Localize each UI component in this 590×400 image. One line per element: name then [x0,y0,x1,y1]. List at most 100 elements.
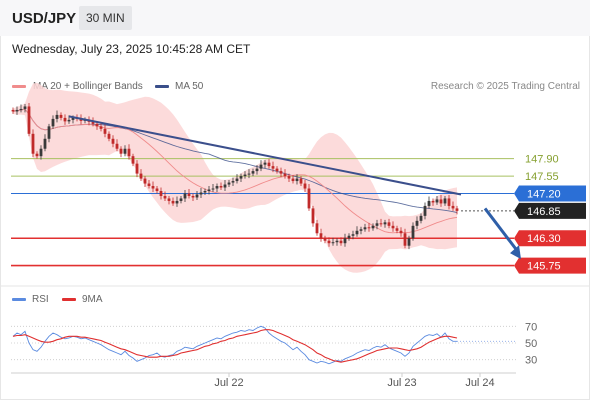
rsi-ma-line [12,329,458,363]
candle [107,133,111,139]
level-label-146.30: 146.30 [527,233,561,245]
candle [67,119,71,122]
candle [415,220,419,226]
candle [399,230,403,234]
candle [163,195,167,199]
rsi-legend-label: RSI [32,294,49,305]
candle [159,191,163,196]
candle [95,123,99,127]
candles [11,102,459,250]
candle [359,229,363,231]
candle [335,240,339,243]
candle [351,234,355,236]
candle [187,193,191,196]
candle [203,191,207,193]
candle [275,168,279,172]
candle [151,186,155,189]
candle [47,126,51,139]
level-label-147.20: 147.20 [527,188,561,200]
candle [99,126,103,129]
candle [439,199,443,204]
candle [131,156,135,164]
level-tag-bg [514,185,586,202]
candle [143,178,147,184]
forecast-arrow-head [510,245,521,260]
candle [379,223,383,225]
candle [435,199,439,203]
candle [387,222,391,226]
candle [119,148,123,154]
candle [451,205,455,209]
candle [211,188,215,190]
candle [123,148,127,154]
candle [51,118,55,127]
candle [227,182,231,185]
candle [311,208,315,224]
candle [367,227,371,229]
x-tick-label-Jul 23: Jul 23 [387,377,416,389]
candle [11,109,15,112]
candle [259,164,263,169]
candle [63,117,67,122]
level-tag-146.30: 146.30 [514,230,586,247]
candle [79,118,83,121]
level-tag-bg [514,202,586,219]
candle [239,176,243,179]
candle [55,114,59,119]
level-label-147.55: 147.55 [525,171,559,183]
level-label-147.90: 147.90 [525,154,559,166]
timeframe-button[interactable]: 30 MIN [79,6,132,30]
rsi-tick-label-70: 70 [525,321,537,333]
candle [155,188,159,191]
candle [171,200,175,204]
candle [395,228,399,231]
rsi-legend-swatch [12,298,26,301]
level-tag-145.75: 145.75 [514,257,586,274]
candle [283,173,287,177]
candle [243,174,247,177]
candle [391,225,395,229]
candle [411,225,415,239]
candle [235,178,239,182]
symbol-title: USD/JPY [12,10,77,27]
candle [167,198,171,201]
candle [383,222,387,225]
candle [455,208,459,211]
candle [371,225,375,229]
candle [199,192,203,195]
research-credit: Research © 2025 Trading Central [430,81,580,92]
candle [219,186,223,188]
candle [347,235,351,239]
rsi-tick-label-30: 30 [525,355,537,367]
level-tag-bg [514,230,586,247]
candle [231,181,235,183]
x-tick-label-Jul 24: Jul 24 [465,377,494,389]
candle [319,233,323,239]
bollinger-band [13,82,457,273]
candle [431,200,435,203]
candle [207,189,211,191]
candle [355,230,359,235]
candle [299,178,303,184]
ma20-legend-label: MA 20 + Bollinger Bands [33,81,143,92]
candle [287,176,291,179]
candle [139,173,143,179]
candle [147,183,151,187]
rsi-line [12,325,457,365]
candle [183,193,187,199]
candle [339,240,343,244]
candle [307,188,311,209]
candle [175,200,179,204]
candle [419,215,423,221]
candle [279,171,283,174]
candle [375,223,379,226]
candle [31,133,35,154]
candle [407,238,411,246]
candle [323,238,327,241]
candle [195,194,199,198]
rsi-ma-legend-swatch [62,298,76,301]
candle [23,106,27,109]
level-tag-146.85: 146.85 [514,202,586,219]
candle [331,242,335,244]
